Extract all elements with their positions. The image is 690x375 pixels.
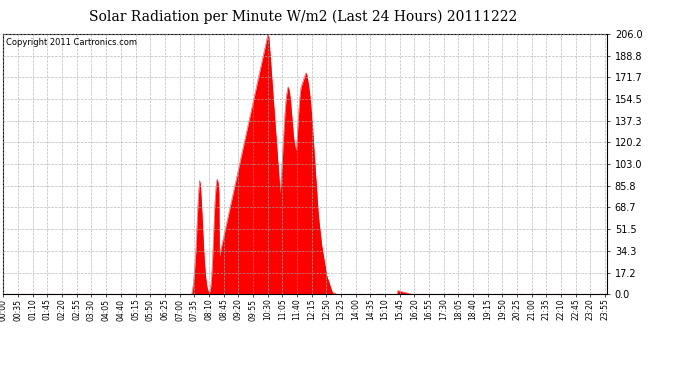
Text: Solar Radiation per Minute W/m2 (Last 24 Hours) 20111222: Solar Radiation per Minute W/m2 (Last 24… [90,9,518,24]
Text: Copyright 2011 Cartronics.com: Copyright 2011 Cartronics.com [6,38,137,46]
